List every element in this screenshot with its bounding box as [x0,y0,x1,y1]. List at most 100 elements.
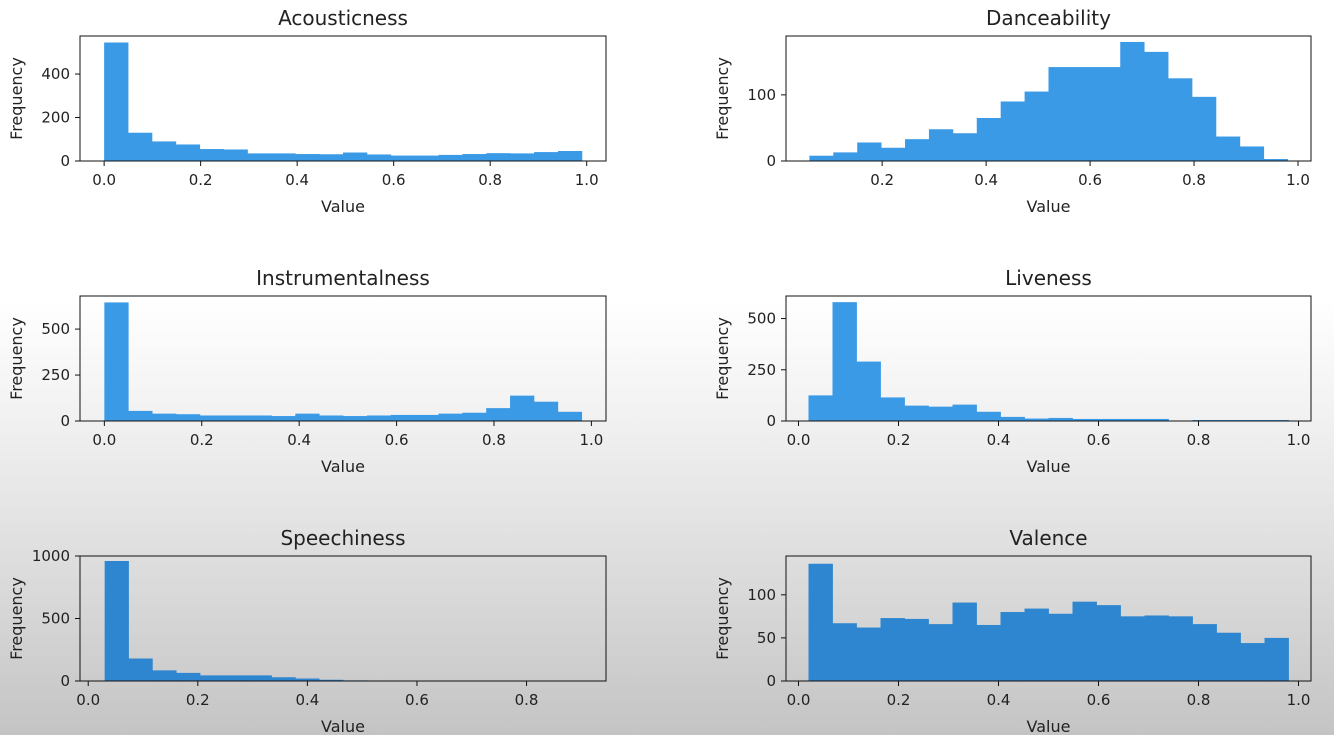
axes-frame [785,555,1312,682]
histogram-bar [1240,419,1265,421]
histogram-bar [1144,51,1169,162]
histogram-bar [1096,605,1121,681]
y-tick-label: 200 [41,109,70,127]
histogram-bar [1216,419,1241,421]
x-axis-label: Value [1027,197,1071,216]
x-tick-label: 0.2 [189,171,213,189]
histogram-bar [1096,67,1121,161]
y-tick-label: 500 [41,610,70,628]
histogram-bar [176,672,201,682]
histogram-bar [486,408,511,421]
histogram-bar [343,416,368,421]
y-tick-label: 0 [766,152,776,170]
histogram-bar [104,42,129,161]
subplot-4: 0.0 0.2 0.4 0.6 0.8 1.0 0 250 500 Liveness Value Fr… [713,266,1312,476]
axes-frame [79,295,607,422]
histogram-bar [928,129,954,161]
y-tick-label: 500 [747,310,776,328]
chart-title: Liveness [1005,266,1092,290]
y-tick-label: 100 [747,86,776,104]
chart-title: Danceability [986,6,1111,30]
histogram-bar [199,149,224,161]
histogram-bar [199,415,225,421]
histogram-bar [319,154,344,161]
x-tick-label: 0.2 [186,691,210,709]
x-tick-label: 1.0 [575,171,599,189]
chart-title: Speechiness [280,526,405,550]
y-tick-label: 50 [757,629,776,647]
histogram-bar [462,412,487,421]
axes-frame [79,555,607,682]
chart-title: Instrumentalness [256,266,430,290]
y-axis-label: Frequency [713,577,732,660]
x-axis-label: Value [1027,457,1071,476]
histogram-bar [152,670,177,682]
histogram-bar [486,153,511,161]
y-tick-label: 400 [41,65,70,83]
histogram-bar [905,139,930,161]
histogram-bar [857,142,882,161]
histogram-bar [1024,608,1049,681]
histogram-bar [199,675,225,682]
x-tick-label: 1.0 [1287,691,1311,709]
histogram-bar [1215,136,1241,161]
histogram-bar [414,155,439,161]
histogram-bar [462,154,487,161]
histogram-bar [1120,418,1145,421]
y-tick-label: 0 [60,672,70,690]
histogram-bar [1264,419,1289,421]
histogram-bar [438,413,463,421]
x-tick-label: 0.0 [787,691,811,709]
histogram-bar [1048,613,1073,681]
y-tick-label: 250 [747,361,776,379]
histogram-bar [1024,91,1049,161]
histogram-bar [881,147,906,161]
histogram-bar [1048,417,1073,421]
histogram-bar [271,677,296,681]
histogram-bar [104,302,129,421]
histogram-bar [1096,418,1121,421]
histogram-bar [1024,418,1049,421]
x-tick-label: 0.6 [1087,431,1111,449]
histogram-bar [390,414,415,421]
histogram-bar [343,152,368,161]
x-tick-label: 0.2 [190,431,214,449]
histogram-bar [175,414,201,421]
x-tick-label: 0.4 [987,691,1011,709]
subplot-3: 0.0 0.2 0.4 0.6 0.8 1.0 0 250 500 Instrumentalnes… [7,266,607,476]
chart-title: Valence [1009,526,1087,550]
y-tick-label: 1000 [32,547,70,565]
histogram-bar [1000,101,1025,161]
histogram-bar [247,675,272,682]
histogram-bar [1216,632,1241,681]
histogram-bar [976,624,1001,681]
histogram-bar [295,678,320,681]
x-axis-label: Value [321,717,365,735]
histogram-bar [247,153,272,161]
histogram-bar [1000,416,1025,421]
histogram-bar [510,153,535,161]
y-tick-label: 0 [60,412,70,430]
subplot-6: 0.0 0.2 0.4 0.6 0.8 1.0 0 50 100 Valence Value Freq… [713,526,1312,735]
x-tick-label: 0.2 [887,691,911,709]
y-axis-label: Frequency [7,57,26,140]
histogram-bar [510,395,535,421]
histogram-bar [1048,67,1073,161]
histogram-bar [1120,41,1145,162]
subplot-2: 0.2 0.4 0.6 0.8 1.0 0 100 Danceability Value Freq… [713,6,1312,216]
histogram-bar [152,413,177,421]
histogram-bar [1191,96,1217,161]
x-axis-label: Value [321,197,365,216]
histogram-bar [952,602,977,681]
histogram-bar [1239,146,1265,161]
histogram-bar [928,406,953,421]
histogram-bar [1192,624,1217,681]
histogram-bar [247,415,272,421]
histogram-bar [833,152,858,161]
histogram-bar [1168,616,1193,681]
histogram-bar [1168,78,1193,161]
x-tick-label: 0.8 [515,691,539,709]
histogram-bar [1192,419,1217,421]
histogram-bar [880,397,905,421]
